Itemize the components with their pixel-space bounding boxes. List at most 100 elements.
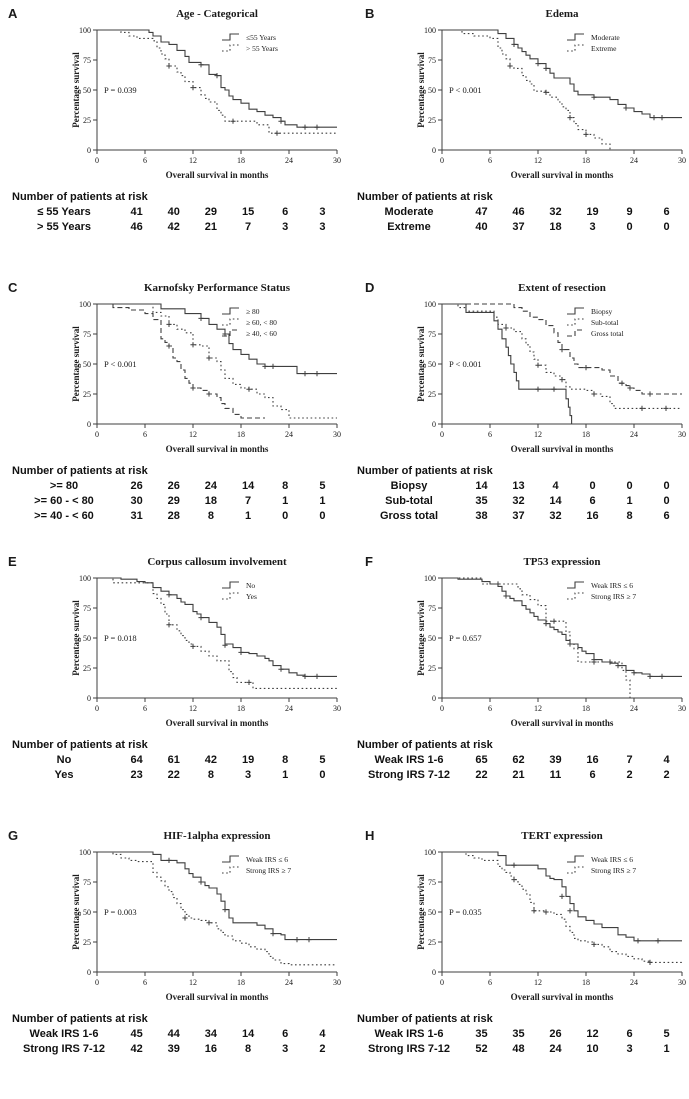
y-tick-label: 50 — [428, 634, 436, 643]
risk-count: 9 — [626, 206, 633, 218]
x-tick-label: 30 — [333, 704, 341, 713]
y-tick-label: 25 — [83, 938, 91, 947]
censor-mark — [198, 615, 204, 621]
legend-item: Strong IRS ≥ 7 — [222, 866, 291, 875]
survival-curve-dotted — [97, 851, 337, 966]
y-tick-label: 75 — [428, 604, 436, 613]
risk-count: 14 — [241, 1028, 255, 1040]
risk-count: 16 — [586, 754, 599, 766]
y-tick-label: 50 — [428, 908, 436, 917]
legend-label: Moderate — [591, 33, 620, 42]
legend-line-sample-solid — [567, 855, 584, 863]
censor-mark — [198, 879, 204, 885]
risk-count: 0 — [282, 510, 289, 522]
risk-count: 8 — [207, 769, 214, 781]
panel-letter: C — [8, 280, 18, 295]
panel-letter: A — [8, 6, 18, 21]
y-tick-label: 100 — [79, 848, 91, 857]
risk-count: 5 — [319, 480, 326, 492]
y-tick-label: 0 — [87, 968, 91, 977]
censor-mark — [274, 130, 280, 136]
risk-row-label: Strong IRS 7-12 — [368, 769, 450, 781]
risk-count: 4 — [319, 1028, 326, 1040]
legend-line-sample-solid — [222, 307, 239, 315]
censor-mark — [583, 365, 589, 371]
censor-mark — [198, 62, 204, 68]
risk-count: 2 — [626, 769, 633, 781]
risk-row-label: Yes — [54, 769, 74, 781]
risk-count: 12 — [586, 1028, 599, 1040]
risk-row-label: Sub-total — [385, 495, 433, 507]
x-axis-label: Overall survival in months — [511, 992, 614, 1002]
x-tick-label: 30 — [678, 704, 686, 713]
censor-mark — [166, 592, 172, 598]
censor-mark — [190, 342, 196, 348]
risk-table: Number of patients at risk >= 80 26 26 24 14… — [0, 464, 345, 524]
risk-count: 40 — [167, 206, 180, 218]
risk-count: 7 — [245, 495, 252, 507]
censor-mark — [246, 386, 252, 392]
risk-count: 7 — [245, 221, 252, 233]
censor-mark — [559, 377, 565, 383]
y-tick-label: 25 — [428, 116, 436, 125]
survival-curve-solid — [442, 303, 573, 424]
risk-row-label: Weak IRS 1-6 — [29, 1028, 99, 1040]
risk-row-label: Strong IRS 7-12 — [368, 1043, 450, 1055]
censor-mark — [535, 362, 541, 368]
x-tick-label: 6 — [488, 978, 492, 987]
legend-label: ≥ 60, < 80 — [246, 318, 277, 327]
figure-panel: D Extent of resection Percentage survival… — [345, 274, 689, 548]
risk-table-header: Number of patients at risk — [12, 191, 148, 203]
risk-count: 7 — [626, 754, 633, 766]
censor-mark — [302, 371, 308, 377]
risk-count: 65 — [475, 754, 488, 766]
risk-count: 1 — [282, 495, 289, 507]
censor-mark — [511, 877, 517, 883]
legend-item: ≥ 40, < 60 — [222, 329, 277, 338]
legend-line-sample-dotted — [222, 44, 239, 52]
p-value-label: P < 0.001 — [449, 359, 482, 369]
x-axis-label: Overall survival in months — [166, 444, 269, 454]
risk-count: 61 — [167, 754, 180, 766]
x-tick-label: 18 — [582, 704, 590, 713]
x-tick-label: 12 — [534, 704, 542, 713]
legend-item: Sub-total — [567, 318, 619, 327]
x-tick-label: 0 — [440, 430, 444, 439]
chart-title: Edema — [546, 8, 580, 20]
risk-count: 1 — [319, 495, 326, 507]
censor-mark — [306, 937, 312, 943]
censor-mark — [206, 391, 212, 397]
risk-count: 21 — [204, 221, 218, 233]
legend-label: Biopsy — [591, 307, 613, 316]
legend-line-sample-dotted — [222, 866, 239, 874]
chart-title: TP53 expression — [523, 556, 600, 568]
x-tick-label: 30 — [333, 156, 341, 165]
chart-title: TERT expression — [521, 830, 602, 842]
x-tick-label: 12 — [189, 430, 197, 439]
risk-count: 45 — [130, 1028, 143, 1040]
x-tick-label: 0 — [440, 978, 444, 987]
legend-line-sample-dashed — [222, 329, 239, 337]
legend-item: ≥ 80 — [222, 307, 260, 316]
x-axis-label: Overall survival in months — [166, 992, 269, 1002]
risk-count: 2 — [663, 769, 670, 781]
x-tick-label: 24 — [285, 156, 293, 165]
risk-count: 4 — [663, 754, 670, 766]
risk-table-row: Strong IRS 7-12 52 48 24 10 3 1 — [355, 1042, 685, 1057]
risk-table-header: Number of patients at risk — [12, 1013, 148, 1025]
chart-title: Extent of resection — [518, 282, 606, 294]
censor-mark — [663, 405, 669, 411]
x-tick-label: 6 — [143, 430, 147, 439]
x-tick-label: 18 — [582, 430, 590, 439]
legend-item: Weak IRS ≤ 6 — [222, 855, 288, 864]
legend-item: > 55 Years — [222, 44, 278, 53]
risk-count: 19 — [241, 754, 255, 766]
x-axis-label: Overall survival in months — [511, 444, 614, 454]
y-tick-label: 50 — [83, 634, 91, 643]
risk-count: 24 — [549, 1043, 562, 1055]
risk-row-label: No — [56, 754, 72, 766]
risk-row-label: ≤ 55 Years — [37, 206, 91, 218]
survival-curve-solid — [97, 851, 337, 941]
legend-label: Gross total — [591, 329, 624, 338]
